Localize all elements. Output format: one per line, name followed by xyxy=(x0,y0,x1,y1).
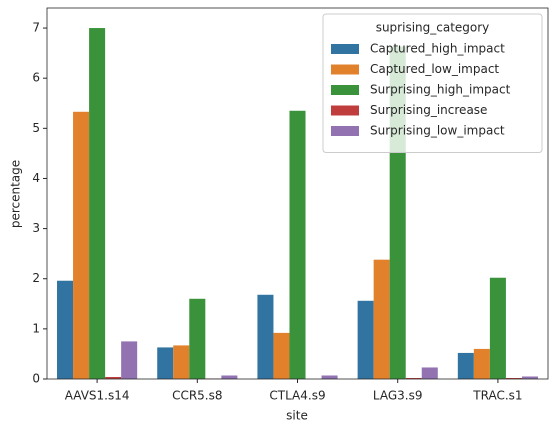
bar xyxy=(221,375,238,379)
bar xyxy=(257,294,274,379)
legend-swatch xyxy=(331,126,359,136)
y-tick-label: 6 xyxy=(32,71,40,85)
bar xyxy=(473,348,490,379)
bar xyxy=(57,280,74,379)
x-tick-label: CTLA4.s9 xyxy=(269,389,325,403)
x-tick-label: CCR5.s8 xyxy=(172,389,222,403)
x-tick-label: TRAC.s1 xyxy=(472,389,522,403)
legend-label: Surprising_low_impact xyxy=(370,124,505,138)
legend-box xyxy=(322,13,543,153)
bar xyxy=(89,28,106,380)
y-tick-label: 5 xyxy=(32,121,40,135)
bar xyxy=(189,298,206,379)
bar xyxy=(357,300,374,379)
y-tick-label: 0 xyxy=(32,372,40,386)
bar xyxy=(273,332,290,379)
y-axis-label: percentage xyxy=(9,160,23,228)
legend-label: Surprising_high_impact xyxy=(370,83,511,97)
bar xyxy=(505,377,522,379)
y-tick-label: 3 xyxy=(32,221,40,235)
legend-swatch xyxy=(331,44,359,54)
y-tick-label: 7 xyxy=(32,21,40,35)
y-tick-label: 1 xyxy=(32,321,40,335)
bar xyxy=(421,367,438,379)
legend-swatch xyxy=(331,105,359,116)
legend-title: suprising_category xyxy=(376,21,490,35)
x-axis-label: site xyxy=(286,409,308,423)
x-tick-label: AAVS1.s14 xyxy=(65,389,130,403)
legend-label: Captured_high_impact xyxy=(370,42,505,56)
y-tick-label: 4 xyxy=(32,171,40,185)
bar xyxy=(457,352,474,379)
bar xyxy=(521,376,538,379)
bar xyxy=(489,277,506,379)
bar xyxy=(373,259,390,379)
x-tick-label: LAG3.s9 xyxy=(373,389,423,403)
bar xyxy=(321,375,338,379)
legend-label: Surprising_increase xyxy=(370,103,487,117)
bar xyxy=(173,345,190,379)
bar xyxy=(157,347,174,379)
legend-swatch xyxy=(331,64,359,75)
bar xyxy=(73,111,90,380)
bar xyxy=(405,377,422,379)
axes-frame xyxy=(46,7,549,380)
bar xyxy=(289,110,306,379)
legend-swatch xyxy=(331,85,359,95)
y-tick-label: 2 xyxy=(32,271,40,285)
legend-label: Captured_low_impact xyxy=(370,62,499,76)
bar xyxy=(105,376,122,379)
bar xyxy=(121,341,138,379)
